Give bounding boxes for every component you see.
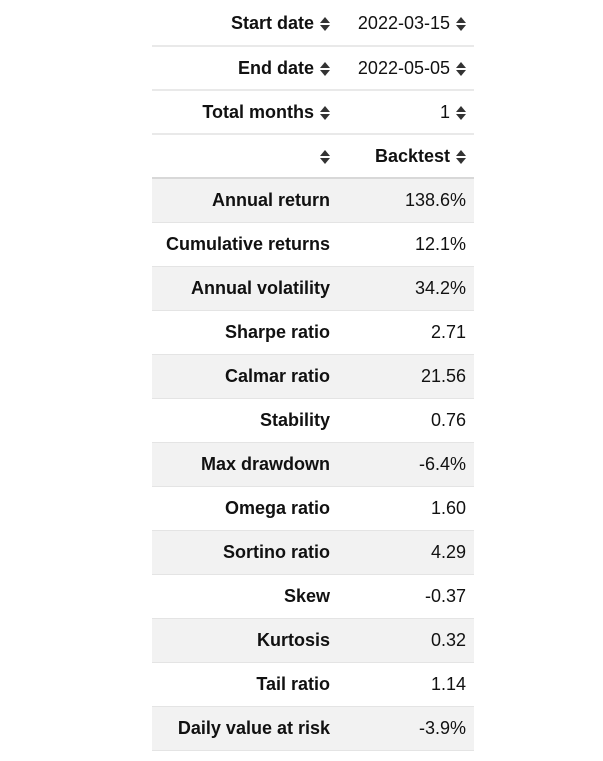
table-row: Sharpe ratio 2.71 [152, 310, 474, 355]
sort-icon[interactable] [456, 17, 466, 32]
total-months-label: Total months [202, 101, 314, 122]
metric-value: 4.29 [338, 530, 474, 575]
sort-icon[interactable] [456, 105, 466, 120]
start-date-row: Start date 2022-03-15 [152, 2, 474, 47]
table-row: Kurtosis 0.32 [152, 618, 474, 663]
metric-label: Sharpe ratio [152, 310, 338, 355]
metric-label: Annual return [152, 178, 338, 223]
metric-value: 2.71 [338, 310, 474, 355]
sort-icon[interactable] [456, 61, 466, 76]
backtest-column-header[interactable]: Backtest [338, 134, 474, 179]
metric-value: -6.4% [338, 442, 474, 487]
metric-value: -0.37 [338, 574, 474, 619]
table-row: Sortino ratio 4.29 [152, 530, 474, 575]
table-row: Calmar ratio 21.56 [152, 354, 474, 399]
metric-value: 0.76 [338, 398, 474, 443]
start-date-value-header[interactable]: 2022-03-15 [338, 2, 474, 47]
total-months-header[interactable]: Total months [152, 90, 338, 135]
table-row: Skew -0.37 [152, 574, 474, 619]
metric-label: Omega ratio [152, 486, 338, 531]
metric-label: Stability [152, 398, 338, 443]
sort-icon[interactable] [456, 149, 466, 164]
metric-label: Skew [152, 574, 338, 619]
metric-value: 34.2% [338, 266, 474, 311]
table-row: Omega ratio 1.60 [152, 486, 474, 531]
total-months-value-header[interactable]: 1 [338, 90, 474, 135]
start-date-label: Start date [230, 13, 314, 33]
metric-value: 0.32 [338, 618, 474, 663]
metric-value: 12.1% [338, 222, 474, 267]
table-row: Tail ratio 1.14 [152, 662, 474, 707]
total-months-row: Total months 1 [152, 90, 474, 135]
table-row: Stability 0.76 [152, 398, 474, 443]
column-header-row: Backtest [152, 134, 474, 179]
index-column-header[interactable] [152, 134, 338, 179]
stats-body: Annual return 138.6% Cumulative returns 12.… [152, 178, 474, 751]
total-months-value: 1 [439, 101, 450, 122]
metric-value: 1.60 [338, 486, 474, 531]
metric-label: Sortino ratio [152, 530, 338, 575]
end-date-row: End date 2022-05-05 [152, 46, 474, 91]
end-date-header[interactable]: End date [152, 46, 338, 91]
start-date-header[interactable]: Start date [152, 2, 338, 47]
metric-value: 1.14 [338, 662, 474, 707]
table-row: Cumulative returns 12.1% [152, 222, 474, 267]
metric-label: Calmar ratio [152, 354, 338, 399]
metric-label: Tail ratio [152, 662, 338, 707]
metric-value: -3.9% [338, 706, 474, 751]
sort-icon[interactable] [320, 105, 330, 120]
start-date-value: 2022-03-15 [357, 13, 450, 33]
table-row: Annual volatility 34.2% [152, 266, 474, 311]
end-date-value-header[interactable]: 2022-05-05 [338, 46, 474, 91]
table-row: Daily value at risk -3.9% [152, 706, 474, 751]
table-row: Max drawdown -6.4% [152, 442, 474, 487]
table-row: Annual return 138.6% [152, 178, 474, 223]
metric-label: Kurtosis [152, 618, 338, 663]
sort-icon[interactable] [320, 61, 330, 76]
end-date-value: 2022-05-05 [357, 57, 450, 78]
backtest-column-label: Backtest [374, 145, 450, 166]
sort-icon[interactable] [320, 17, 330, 32]
metric-label: Annual volatility [152, 266, 338, 311]
metric-label: Cumulative returns [152, 222, 338, 267]
metric-value: 21.56 [338, 354, 474, 399]
metric-value: 138.6% [338, 178, 474, 223]
sort-icon[interactable] [320, 149, 330, 164]
metric-label: Max drawdown [152, 442, 338, 487]
metric-label: Daily value at risk [152, 706, 338, 751]
performance-stats-table: Start date 2022-03-15 End date 2022-05-0… [152, 2, 474, 751]
end-date-label: End date [237, 57, 314, 78]
